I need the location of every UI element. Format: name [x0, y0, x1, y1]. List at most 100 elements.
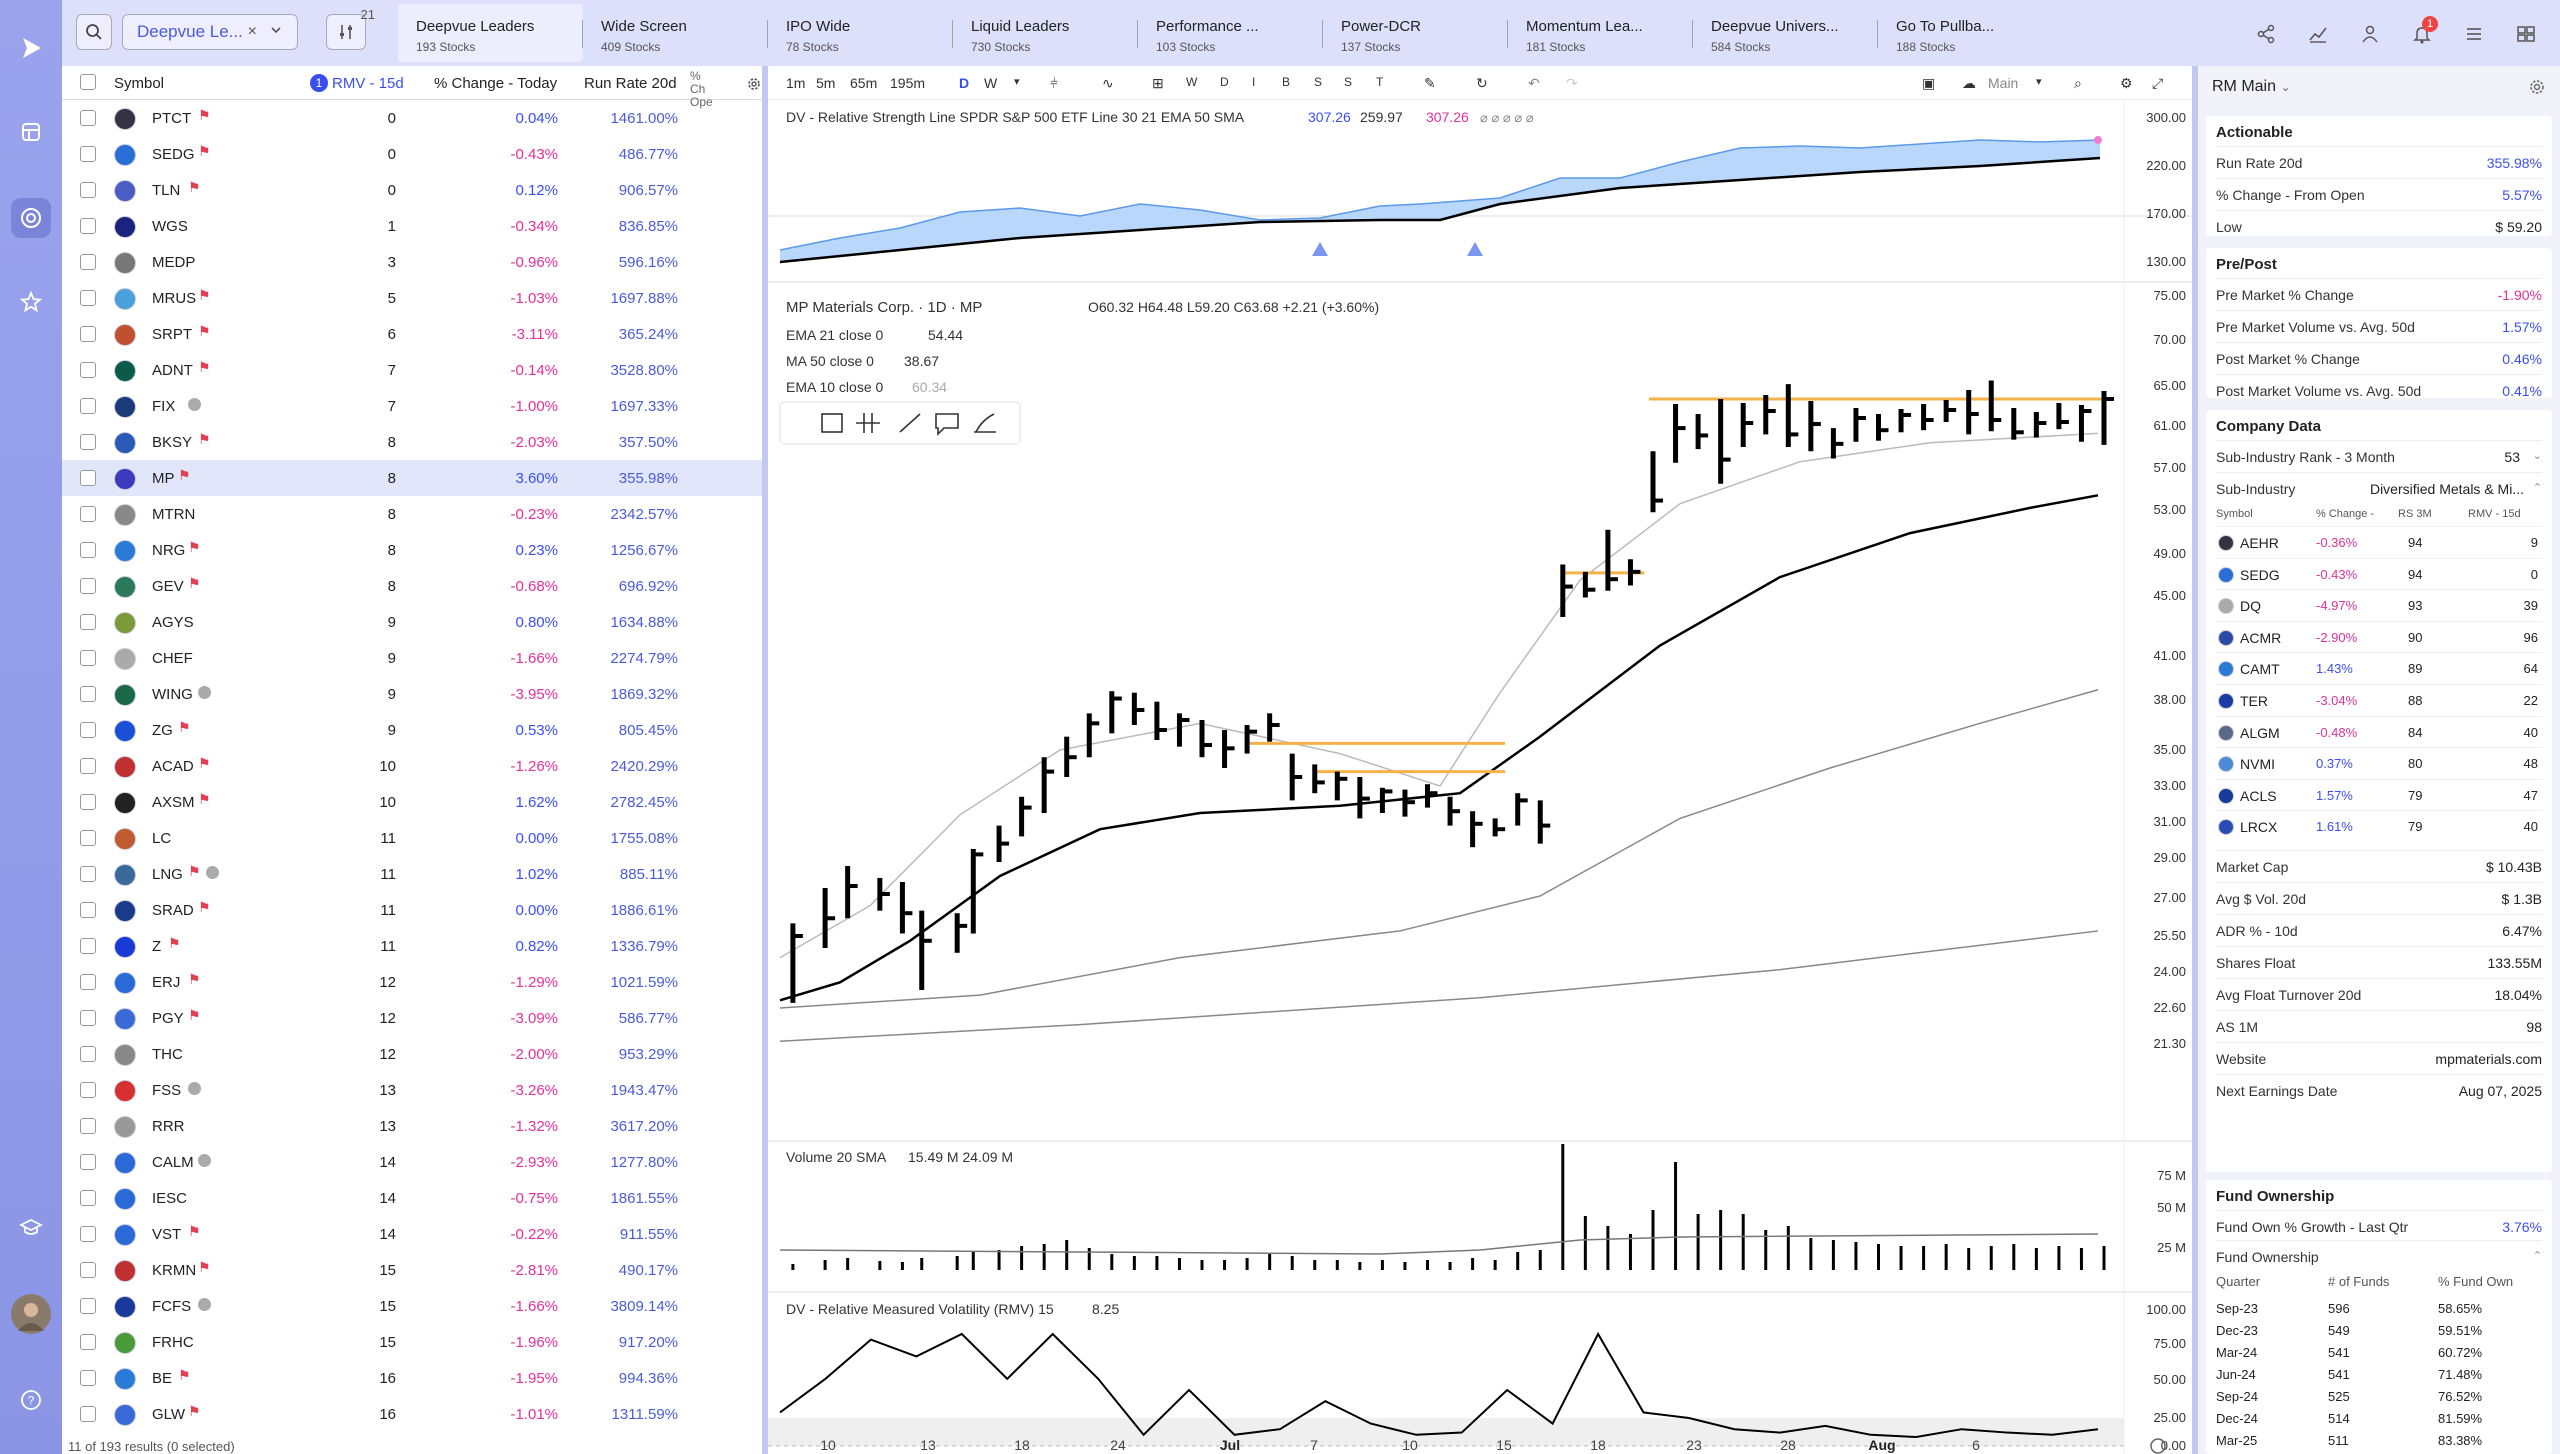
subindustry-chevron-icon[interactable]: ⌃: [2532, 482, 2542, 494]
row-checkbox[interactable]: [80, 362, 96, 378]
row-checkbox[interactable]: [80, 1046, 96, 1062]
table-row[interactable]: NRG ⚑ 8 0.23% 1256.67%: [62, 532, 762, 568]
table-row[interactable]: SRPT ⚑ 6 -3.11% 365.24%: [62, 316, 762, 352]
note-icon[interactable]: [206, 866, 219, 879]
flag-icon[interactable]: ⚑: [198, 359, 211, 375]
table-row[interactable]: LC 11 0.00% 1755.08%: [62, 820, 762, 856]
drawing-tool-line-icon[interactable]: [899, 413, 921, 433]
btn-d[interactable]: D: [1220, 75, 1229, 89]
table-row[interactable]: FSS 13 -3.26% 1943.47%: [62, 1072, 762, 1108]
fullscreen-icon[interactable]: ⤢: [2152, 75, 2164, 91]
tab-liquid-leaders[interactable]: Liquid Leaders 730 Stocks: [953, 4, 1138, 62]
flag-icon[interactable]: ⚑: [198, 1259, 211, 1275]
share-icon[interactable]: [2246, 14, 2286, 54]
chevron-down-icon[interactable]: [269, 23, 283, 37]
row-checkbox[interactable]: [80, 830, 96, 846]
panel-layout-name[interactable]: RM Main ⌄: [2212, 78, 2291, 96]
zoom-icon[interactable]: ⌕: [2074, 75, 2082, 91]
row-checkbox[interactable]: [80, 794, 96, 810]
tf-w[interactable]: W: [984, 75, 998, 91]
table-row[interactable]: SEDG ⚑ 0 -0.43% 486.77%: [62, 136, 762, 172]
list-icon[interactable]: [2454, 14, 2494, 54]
tf-1m[interactable]: 1m: [786, 75, 806, 91]
note-icon[interactable]: [198, 1154, 211, 1167]
table-row[interactable]: GEV ⚑ 8 -0.68% 696.92%: [62, 568, 762, 604]
candle-type-icon[interactable]: ⫩: [1050, 75, 1059, 91]
price-chart-svg[interactable]: DV - Relative Strength Line SPDR S&P 500…: [768, 100, 2192, 1454]
peer-row[interactable]: TER -3.04% 88 22: [2216, 684, 2542, 714]
tab-deepvue-univers-[interactable]: Deepvue Univers... 584 Stocks: [1693, 4, 1878, 62]
row-checkbox[interactable]: [80, 650, 96, 666]
btn-s1[interactable]: S: [1314, 75, 1323, 89]
row-checkbox[interactable]: [80, 578, 96, 594]
table-row[interactable]: ACAD ⚑ 10 -1.26% 2420.29%: [62, 748, 762, 784]
peer-row[interactable]: SEDG -0.43% 94 0: [2216, 557, 2542, 588]
peer-row[interactable]: ACMR -2.90% 90 96: [2216, 620, 2542, 651]
peer-row[interactable]: ALGM -0.48% 84 40: [2216, 715, 2542, 746]
drawing-tool-note-icon[interactable]: [935, 413, 959, 436]
table-row[interactable]: MRUS ⚑ 5 -1.03% 1697.88%: [62, 280, 762, 316]
settings-gear-icon[interactable]: [746, 76, 762, 92]
layout-icon[interactable]: ▣: [1922, 75, 1936, 91]
flag-icon[interactable]: ⚑: [168, 935, 181, 951]
row-checkbox[interactable]: [80, 1370, 96, 1386]
refresh-icon[interactable]: ↻: [1476, 75, 1488, 91]
indicators-icon[interactable]: ∿: [1102, 75, 1114, 91]
table-row[interactable]: AXSM ⚑ 10 1.62% 2782.45%: [62, 784, 762, 820]
row-checkbox[interactable]: [80, 686, 96, 702]
flag-icon[interactable]: ⚑: [198, 323, 211, 339]
flag-icon[interactable]: ⚑: [188, 539, 201, 555]
row-checkbox[interactable]: [80, 1406, 96, 1422]
table-row[interactable]: ADNT ⚑ 7 -0.14% 3528.80%: [62, 352, 762, 388]
table-row[interactable]: SRAD ⚑ 11 0.00% 1886.61%: [62, 892, 762, 928]
table-row[interactable]: PGY ⚑ 12 -3.09% 586.77%: [62, 1000, 762, 1036]
flag-icon[interactable]: ⚑: [198, 287, 211, 303]
table-row[interactable]: ERJ ⚑ 12 -1.29% 1021.59%: [62, 964, 762, 1000]
row-checkbox[interactable]: [80, 110, 96, 126]
graduation-icon[interactable]: [11, 1208, 51, 1248]
row-checkbox[interactable]: [80, 1190, 96, 1206]
tab-power-dcr[interactable]: Power-DCR 137 Stocks: [1323, 4, 1508, 62]
flag-icon[interactable]: ⚑: [188, 1007, 201, 1023]
flag-icon[interactable]: ⚑: [198, 899, 211, 915]
note-icon[interactable]: [188, 1082, 201, 1095]
row-checkbox[interactable]: [80, 758, 96, 774]
search-button[interactable]: [76, 14, 112, 50]
drawing-tool-fib-icon[interactable]: [856, 413, 880, 433]
layout-chevron-icon[interactable]: ▾: [2036, 76, 2042, 88]
row-checkbox[interactable]: [80, 1262, 96, 1278]
avatar[interactable]: [11, 1294, 51, 1334]
flag-icon[interactable]: ⚑: [188, 1403, 201, 1419]
table-row[interactable]: PTCT ⚑ 0 0.04% 1461.00%: [62, 100, 762, 136]
drawing-tool-rect-icon[interactable]: [821, 413, 843, 433]
row-checkbox[interactable]: [80, 542, 96, 558]
row-checkbox[interactable]: [80, 614, 96, 630]
axis-settings-icon[interactable]: [2150, 1438, 2166, 1454]
table-row[interactable]: FCFS 15 -1.66% 3809.14%: [62, 1288, 762, 1324]
line-chart-icon[interactable]: [2298, 14, 2338, 54]
tf-5m[interactable]: 5m: [816, 75, 836, 91]
note-icon[interactable]: [198, 1298, 211, 1311]
table-row[interactable]: TLN ⚑ 0 0.12% 906.57%: [62, 172, 762, 208]
flag-icon[interactable]: ⚑: [198, 143, 211, 159]
row-checkbox[interactable]: [80, 1118, 96, 1134]
tab-go-to-pullba-[interactable]: Go To Pullba... 188 Stocks: [1878, 4, 2063, 62]
row-checkbox[interactable]: [80, 254, 96, 270]
row-checkbox[interactable]: [80, 182, 96, 198]
row-checkbox[interactable]: [80, 1298, 96, 1314]
table-row[interactable]: ZG ⚑ 9 0.53% 805.45%: [62, 712, 762, 748]
layout-name[interactable]: Main: [1988, 75, 2019, 91]
flag-icon[interactable]: ⚑: [198, 431, 211, 447]
peer-row[interactable]: LRCX 1.61% 79 40: [2216, 810, 2542, 840]
note-icon[interactable]: [188, 398, 201, 411]
table-row[interactable]: CHEF 9 -1.66% 2274.79%: [62, 640, 762, 676]
tf-65m[interactable]: 65m: [850, 75, 878, 91]
fund-chevron-icon[interactable]: ⌃: [2532, 1250, 2542, 1262]
row-checkbox[interactable]: [80, 506, 96, 522]
table-row[interactable]: WING 9 -3.95% 1869.32%: [62, 676, 762, 712]
grid-icon[interactable]: ⊞: [1152, 75, 1164, 91]
dashboard-icon[interactable]: [11, 112, 51, 152]
table-row[interactable]: RRR 13 -1.32% 3617.20%: [62, 1108, 762, 1144]
drawing-tool-brush-icon[interactable]: [974, 413, 996, 433]
col-change-open[interactable]: % Ch Ope: [690, 70, 713, 109]
